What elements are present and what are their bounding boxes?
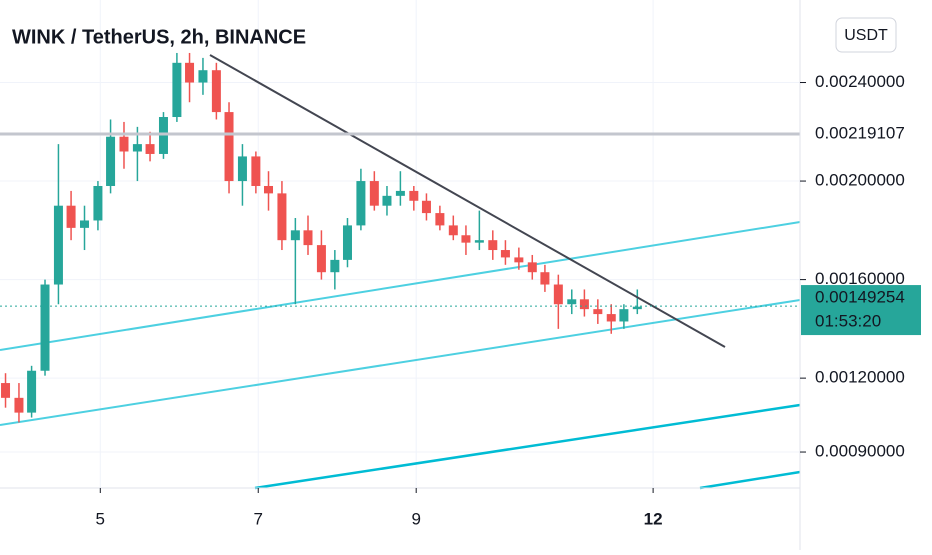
x-tick-label: 5 bbox=[96, 509, 105, 528]
x-tick-label: 12 bbox=[644, 509, 663, 528]
candle-body bbox=[593, 309, 603, 315]
candle-body bbox=[382, 195, 392, 206]
candle-body bbox=[540, 272, 550, 285]
candle-body bbox=[500, 250, 510, 258]
channel-line bbox=[254, 403, 801, 490]
y-tick-label: 0.00200000 bbox=[815, 171, 905, 190]
candle-body bbox=[80, 220, 90, 228]
channel-line bbox=[699, 470, 801, 490]
x-tick-label: 9 bbox=[411, 509, 420, 528]
last-price-label: 0.00149254 bbox=[815, 288, 905, 307]
candle-body bbox=[145, 144, 155, 154]
candle-body bbox=[369, 181, 379, 206]
candle-body bbox=[211, 70, 221, 113]
alert-line-label: 0.00219107 bbox=[815, 123, 905, 142]
candle-body bbox=[606, 314, 616, 322]
candle-body bbox=[409, 190, 419, 201]
candle-body bbox=[632, 306, 642, 310]
candle-body bbox=[93, 185, 103, 221]
axes: 0.00240000 0.00200000 0.00160000 0.00120000… bbox=[96, 72, 921, 528]
candles bbox=[1, 52, 642, 423]
candle-body bbox=[421, 200, 431, 214]
candle-body bbox=[527, 262, 537, 273]
candle-body bbox=[66, 205, 76, 228]
candle-body bbox=[448, 225, 458, 236]
currency-button-box[interactable] bbox=[835, 17, 897, 53]
candle-body bbox=[356, 181, 366, 226]
candle-body bbox=[395, 190, 405, 196]
candle-body bbox=[53, 205, 63, 285]
y-tick-label: 0.00160000 bbox=[815, 269, 905, 288]
candle-body bbox=[251, 156, 261, 186]
currency-label[interactable]: USDT bbox=[844, 27, 888, 44]
candle-body bbox=[567, 299, 577, 305]
y-tick-label: 0.00120000 bbox=[815, 368, 905, 387]
currency-button[interactable]: USDT bbox=[835, 17, 897, 53]
candle-body bbox=[514, 257, 524, 263]
candle-body bbox=[264, 185, 274, 194]
candle-body bbox=[27, 370, 37, 413]
candle-body bbox=[40, 284, 50, 371]
candle-body bbox=[185, 62, 195, 83]
y-tick-label: 0.00240000 bbox=[815, 72, 905, 91]
channel-line bbox=[0, 221, 801, 351]
candle-body bbox=[106, 136, 116, 186]
candle-body bbox=[277, 193, 287, 241]
candle-body bbox=[132, 144, 142, 152]
x-tick-label: 7 bbox=[254, 509, 263, 528]
countdown-label: 01:53:20 bbox=[815, 312, 881, 331]
candle-body bbox=[316, 245, 326, 273]
chart-title: WINK / TetherUS, 2h, BINANCE bbox=[12, 26, 306, 48]
candle-body bbox=[303, 230, 313, 246]
trend-line bbox=[209, 54, 726, 348]
overlay bbox=[0, 132, 800, 307]
last-price-box bbox=[801, 285, 921, 336]
candle-body bbox=[198, 70, 208, 83]
candle-body bbox=[461, 235, 471, 243]
candle-body bbox=[488, 240, 498, 251]
candle-body bbox=[342, 225, 352, 260]
channel-line bbox=[0, 299, 801, 426]
candle-body bbox=[579, 299, 589, 310]
candle-body bbox=[474, 240, 484, 243]
candle-body bbox=[119, 136, 129, 152]
candle-body bbox=[237, 156, 247, 182]
candle-body bbox=[172, 62, 182, 118]
candle-body bbox=[619, 309, 629, 322]
candle-body bbox=[224, 112, 234, 182]
candle-body bbox=[553, 284, 563, 305]
candle-body bbox=[435, 213, 445, 226]
candle-body bbox=[1, 383, 11, 398]
candle-body bbox=[330, 259, 340, 273]
candle-body bbox=[290, 230, 300, 241]
y-tick-label: 0.00090000 bbox=[815, 442, 905, 461]
candle-body bbox=[14, 397, 24, 413]
